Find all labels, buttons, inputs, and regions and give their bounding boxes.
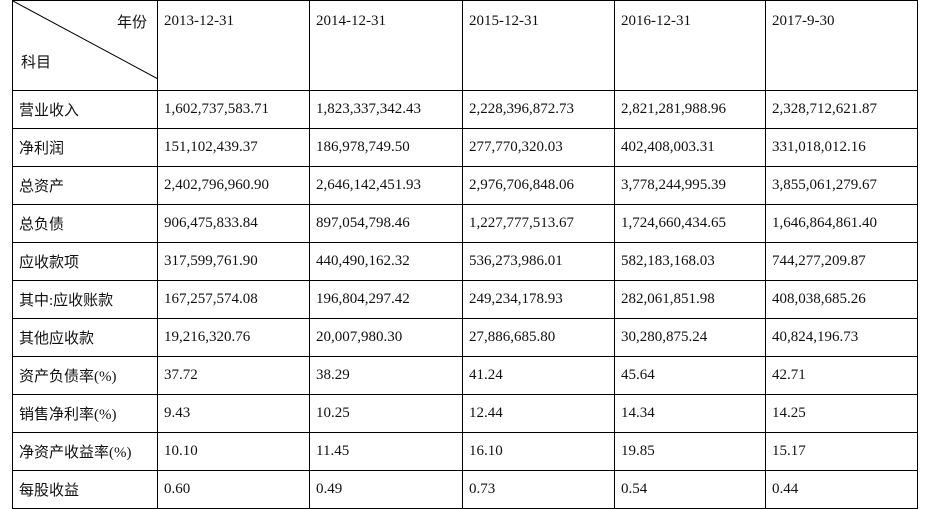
cell: 2,821,281,988.96 <box>614 90 766 129</box>
corner-cell: 年份 科目 <box>12 0 158 91</box>
cell: 277,770,320.03 <box>462 128 615 167</box>
cell: 906,475,833.84 <box>157 204 310 243</box>
cell: 42.71 <box>765 356 918 395</box>
row: 其中:应收账款 167,257,574.08 196,804,297.42 249,2… <box>12 280 918 319</box>
cell: 2,976,706,848.06 <box>462 166 615 205</box>
column-header: 2016-12-31 <box>614 0 766 91</box>
cell: 19.85 <box>614 432 766 471</box>
row: 总资产 2,402,796,960.90 2,646,142,451.93 2,976… <box>12 166 918 205</box>
row: 应收款项 317,599,761.90 440,490,162.32 536,273,… <box>12 242 918 281</box>
cell: 408,038,685.26 <box>765 280 918 319</box>
cell: 30,280,875.24 <box>614 318 766 357</box>
cell: 1,646,864,861.40 <box>765 204 918 243</box>
cell: 2,402,796,960.90 <box>157 166 310 205</box>
header-row: 年份 科目 2013-12-31 2014-12-31 2015-12-31 2016… <box>12 0 918 91</box>
cell: 41.24 <box>462 356 615 395</box>
row-label: 营业收入 <box>12 90 158 129</box>
cell: 1,724,660,434.65 <box>614 204 766 243</box>
cell: 20,007,980.30 <box>309 318 463 357</box>
cell: 402,408,003.31 <box>614 128 766 167</box>
cell: 2,646,142,451.93 <box>309 166 463 205</box>
row-label: 销售净利率(%) <box>12 394 158 433</box>
cell: 14.34 <box>614 394 766 433</box>
row: 净利润 151,102,439.37 186,978,749.50 277,770,3… <box>12 128 918 167</box>
cell: 3,855,061,279.67 <box>765 166 918 205</box>
row: 资产负债率(%) 37.72 38.29 41.24 45.64 42.71 <box>12 356 918 395</box>
cell: 37.72 <box>157 356 310 395</box>
row-label: 净利润 <box>12 128 158 167</box>
corner-bottom: 科目 <box>21 55 52 71</box>
cell: 331,018,012.16 <box>765 128 918 167</box>
cell: 40,824,196.73 <box>765 318 918 357</box>
cell: 317,599,761.90 <box>157 242 310 281</box>
cell: 151,102,439.37 <box>157 128 310 167</box>
cell: 45.64 <box>614 356 766 395</box>
column-header: 2014-12-31 <box>309 0 463 91</box>
cell: 582,183,168.03 <box>614 242 766 281</box>
cell: 11.45 <box>309 432 463 471</box>
cell: 38.29 <box>309 356 463 395</box>
row-label: 应收款项 <box>12 242 158 281</box>
cell: 2,328,712,621.87 <box>765 90 918 129</box>
cell: 186,978,749.50 <box>309 128 463 167</box>
row-label: 其他应收款 <box>12 318 158 357</box>
row: 其他应收款 19,216,320.76 20,007,980.30 27,886,68… <box>12 318 918 357</box>
cell: 249,234,178.93 <box>462 280 615 319</box>
cell: 440,490,162.32 <box>309 242 463 281</box>
cell: 1,602,737,583.71 <box>157 90 310 129</box>
row-label: 资产负债率(%) <box>12 356 158 395</box>
cell: 12.44 <box>462 394 615 433</box>
cell: 744,277,209.87 <box>765 242 918 281</box>
cell: 2,228,396,872.73 <box>462 90 615 129</box>
table-wrap: 年份 科目 2013-12-31 2014-12-31 2015-12-31 2016… <box>12 0 918 509</box>
cell: 10.10 <box>157 432 310 471</box>
column-header: 2017-9-30 <box>765 0 918 91</box>
row: 营业收入 1,602,737,583.71 1,823,337,342.43 2,22… <box>12 90 918 129</box>
row: 净资产收益率(%) 10.10 11.45 16.10 19.85 15.17 <box>12 432 918 471</box>
cell: 16.10 <box>462 432 615 471</box>
row-label: 总负债 <box>12 204 158 243</box>
row-label: 总资产 <box>12 166 158 205</box>
cell: 167,257,574.08 <box>157 280 310 319</box>
cell: 15.17 <box>765 432 918 471</box>
cell: 27,886,685.80 <box>462 318 615 357</box>
cell: 10.25 <box>309 394 463 433</box>
row: 销售净利率(%) 9.43 10.25 12.44 14.34 14.25 <box>12 394 918 433</box>
cell: 196,804,297.42 <box>309 280 463 319</box>
row-label: 净资产收益率(%) <box>12 432 158 471</box>
cell: 1,227,777,513.67 <box>462 204 615 243</box>
table: 年份 科目 2013-12-31 2014-12-31 2015-12-31 2016… <box>12 0 918 509</box>
cell: 1,823,337,342.43 <box>309 90 463 129</box>
cell: 282,061,851.98 <box>614 280 766 319</box>
column-header: 2013-12-31 <box>157 0 310 91</box>
cell: 14.25 <box>765 394 918 433</box>
row-label: 其中:应收账款 <box>12 280 158 319</box>
cell: 897,054,798.46 <box>309 204 463 243</box>
cell: 536,273,986.01 <box>462 242 615 281</box>
cell: 19,216,320.76 <box>157 318 310 357</box>
column-header: 2015-12-31 <box>462 0 615 91</box>
cell: 9.43 <box>157 394 310 433</box>
corner-top: 年份 <box>116 15 147 31</box>
diagonal <box>13 1 158 79</box>
cell: 3,778,244,995.39 <box>614 166 766 205</box>
row: 总负债 906,475,833.84 897,054,798.46 1,227,777… <box>12 204 918 243</box>
